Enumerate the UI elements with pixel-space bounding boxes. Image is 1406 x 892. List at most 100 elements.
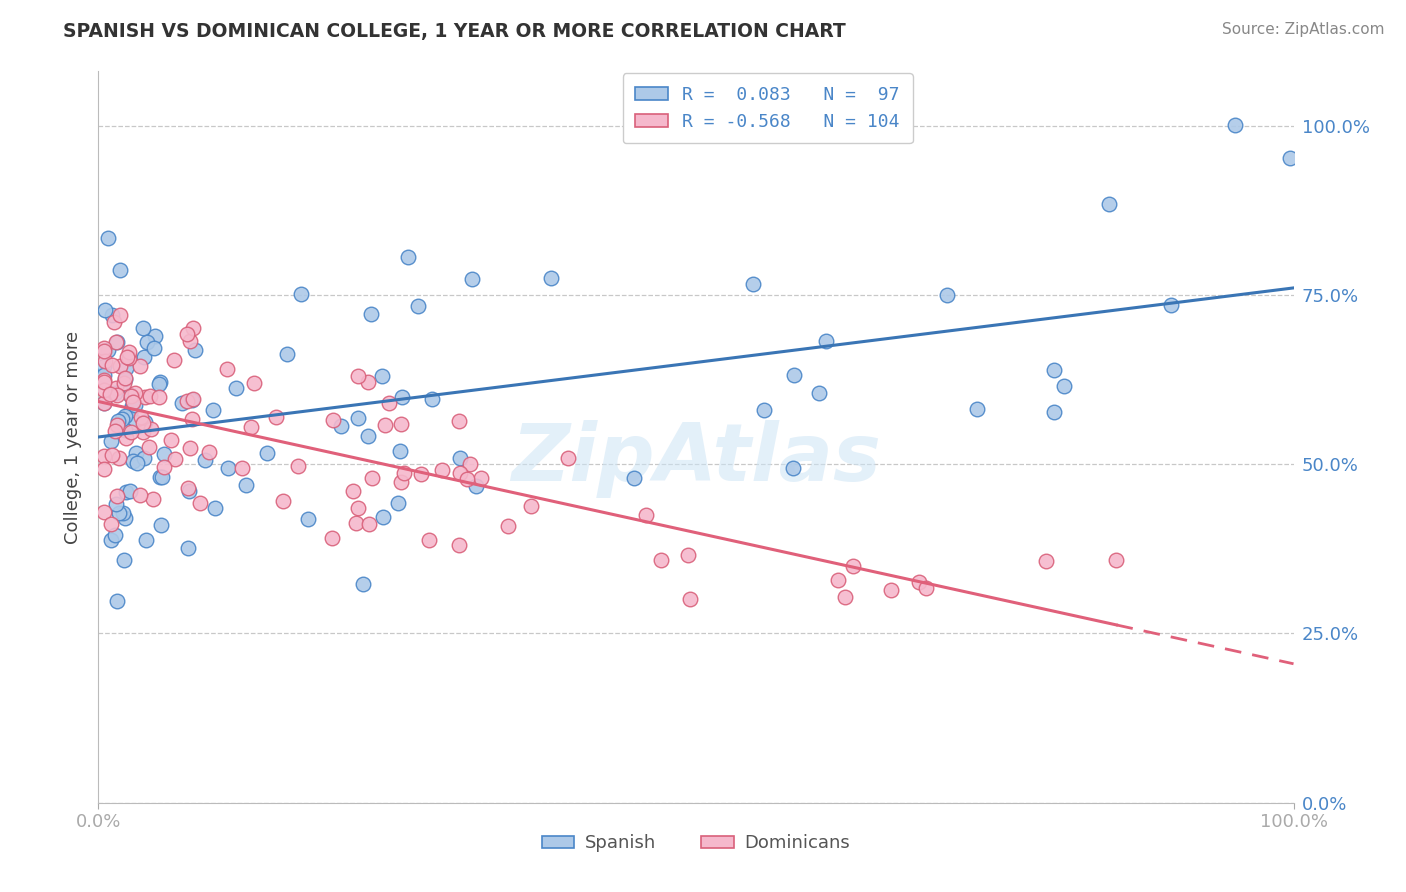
Point — [93, 368, 115, 382]
Point — [105, 489, 128, 503]
Point — [159, 434, 181, 448]
Point — [520, 499, 543, 513]
Point — [807, 386, 830, 401]
Point — [125, 446, 148, 460]
Point — [1105, 553, 1128, 567]
Point — [108, 308, 131, 322]
Point — [177, 484, 200, 499]
Point — [179, 334, 201, 348]
Point — [98, 387, 121, 401]
Point — [188, 496, 211, 510]
Point — [360, 307, 382, 321]
Point — [194, 453, 217, 467]
Point — [120, 425, 142, 439]
Point — [496, 518, 519, 533]
Point — [145, 329, 167, 343]
Point — [105, 381, 128, 395]
Point — [93, 303, 115, 318]
Point — [461, 271, 484, 285]
Point — [464, 479, 486, 493]
Point — [176, 393, 198, 408]
Point — [114, 409, 136, 424]
Point — [100, 516, 122, 531]
Point — [297, 512, 319, 526]
Point — [114, 372, 136, 386]
Point — [217, 461, 239, 475]
Point — [359, 516, 381, 531]
Point — [172, 396, 194, 410]
Point — [322, 413, 344, 427]
Point — [449, 538, 471, 552]
Point — [418, 533, 440, 548]
Point — [449, 450, 471, 465]
Point — [93, 505, 115, 519]
Point — [101, 448, 124, 462]
Point — [134, 390, 156, 404]
Point — [834, 591, 856, 605]
Point — [107, 506, 129, 520]
Point — [112, 376, 135, 390]
Point — [100, 533, 122, 547]
Point — [1053, 379, 1076, 393]
Point — [114, 485, 136, 500]
Point — [347, 368, 370, 383]
Point — [120, 403, 142, 417]
Point — [139, 422, 162, 436]
Point — [118, 351, 141, 366]
Point — [132, 351, 155, 365]
Point — [93, 373, 115, 387]
Point — [396, 250, 419, 264]
Point — [352, 576, 374, 591]
Point — [129, 410, 152, 425]
Point — [124, 385, 146, 400]
Point — [105, 335, 128, 350]
Point — [149, 469, 172, 483]
Point — [391, 390, 413, 404]
Point — [357, 375, 380, 389]
Point — [163, 353, 186, 368]
Point — [114, 423, 136, 437]
Point — [101, 359, 124, 373]
Point — [128, 359, 150, 373]
Text: SPANISH VS DOMINICAN COLLEGE, 1 YEAR OR MORE CORRELATION CHART: SPANISH VS DOMINICAN COLLEGE, 1 YEAR OR … — [63, 22, 846, 41]
Point — [148, 390, 170, 404]
Point — [107, 414, 129, 428]
Point — [432, 463, 454, 477]
Point — [183, 343, 205, 357]
Point — [243, 376, 266, 390]
Point — [180, 411, 202, 425]
Point — [1278, 151, 1301, 165]
Point — [93, 462, 115, 476]
Point — [105, 418, 128, 433]
Point — [420, 392, 443, 406]
Point — [177, 541, 200, 555]
Point — [915, 581, 938, 595]
Point — [93, 359, 115, 374]
Y-axis label: College, 1 year or more: College, 1 year or more — [65, 331, 83, 543]
Point — [120, 388, 142, 402]
Point — [240, 419, 263, 434]
Point — [842, 558, 865, 573]
Point — [121, 399, 143, 413]
Point — [132, 450, 155, 465]
Point — [378, 396, 401, 410]
Point — [406, 300, 429, 314]
Point — [93, 449, 115, 463]
Point — [814, 334, 837, 348]
Point — [389, 444, 412, 458]
Point — [93, 341, 115, 355]
Point — [93, 396, 115, 410]
Point — [371, 368, 394, 383]
Point — [470, 471, 492, 485]
Point — [153, 447, 176, 461]
Point — [111, 506, 134, 520]
Point — [163, 452, 186, 467]
Point — [342, 483, 364, 498]
Point — [389, 417, 412, 431]
Point — [1035, 554, 1057, 568]
Point — [131, 321, 153, 335]
Point — [131, 425, 153, 439]
Point — [271, 494, 294, 508]
Point — [114, 371, 136, 385]
Point — [231, 460, 253, 475]
